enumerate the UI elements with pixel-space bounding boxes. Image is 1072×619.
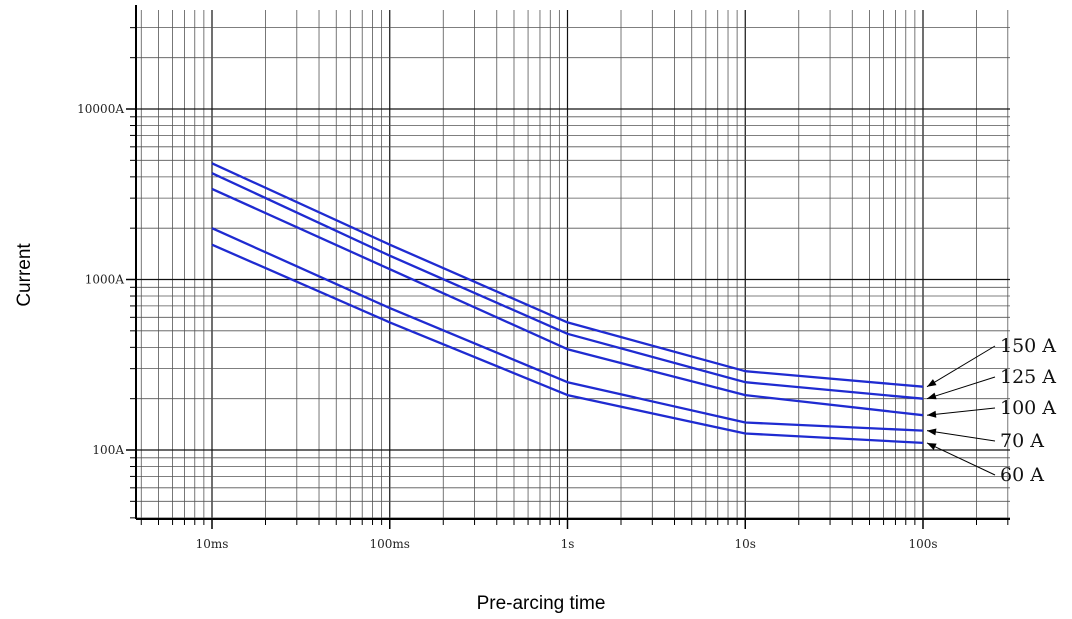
x-tick-label: 100s [908, 537, 937, 551]
series-lines [211, 162, 924, 445]
y-tick-label: 10000A [77, 102, 124, 116]
x-tick-label: 10ms [196, 537, 229, 551]
series-label-arrowhead [927, 428, 937, 436]
series-label: 125 A [1000, 366, 1056, 388]
series-line-60a [211, 243, 924, 445]
series-label: 100 A [1000, 397, 1056, 419]
x-tick-label: 1s [561, 537, 575, 551]
y-axis-title: Current [14, 243, 35, 307]
series-line-100a [211, 187, 924, 417]
tick-labels: 10ms 100ms 1s 10s 100s 100A 1000A 10000A [77, 102, 937, 551]
series-label-arrowhead [927, 410, 937, 418]
series-label-pointer [926, 345, 996, 388]
series-label: 60 A [1000, 464, 1044, 486]
series-line-125a [211, 172, 924, 400]
x-tick-label: 100ms [370, 537, 410, 551]
y-tick-label: 100A [92, 443, 124, 457]
series-label-pointer [926, 430, 996, 442]
series-label-pointer [926, 376, 996, 400]
y-tick-label: 1000A [85, 273, 125, 287]
series-label: 150 A [1000, 335, 1056, 357]
series-label-pointer [926, 407, 996, 416]
axes [126, 5, 1010, 529]
series-label: 70 A [1000, 430, 1044, 452]
x-tick-label: 10s [735, 537, 756, 551]
series-label-arrowhead [927, 442, 937, 450]
series-label-arrowhead [927, 379, 937, 387]
series-line-70a [211, 227, 924, 432]
series-line-150a [211, 162, 924, 388]
x-axis-title: Pre-arcing time [477, 593, 606, 614]
grid [136, 10, 1010, 519]
series-label-pointer [926, 442, 996, 476]
series-label-arrowhead [927, 392, 937, 400]
series-labels: 150 A 125 A 100 A 70 A 60 A [926, 335, 1056, 486]
